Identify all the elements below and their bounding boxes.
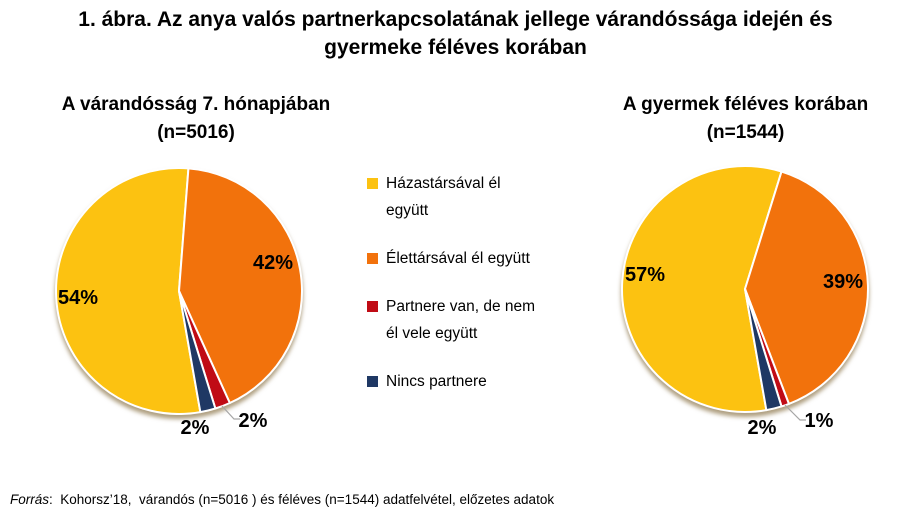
legend-item-married: Házastársával él együtt [367, 170, 557, 224]
legend-swatch-cohabiting [367, 253, 378, 264]
pie-chart-child-6-months: 57% 39% 1% 2% [621, 165, 869, 439]
legend-swatch-partner-not-cohabiting [367, 301, 378, 312]
legend-item-no-partner: Nincs partnere [367, 368, 557, 395]
leader-lines-group [784, 404, 806, 421]
legend-label-cohabiting: Élettársával él együtt [386, 250, 530, 267]
legend-item-partner-not-cohabiting: Partnere van, de nem él vele együtt [367, 293, 557, 347]
source-label: Forrás [10, 492, 50, 507]
source-note: Forrás: Kohorsz’18, várandós (n=5016 ) é… [10, 491, 554, 509]
pie-slice-1 [178, 167, 303, 405]
legend-swatch-no-partner [367, 376, 378, 387]
leader-line [784, 404, 806, 421]
legend-swatch-married [367, 178, 378, 189]
pie-slices-group [55, 166, 303, 415]
right-pie-title: A gyermek féléves korában (n=1544) [580, 91, 911, 147]
slice-labels-group: 54% 42% 2% 2% [58, 252, 293, 439]
right-pie-title-text: A gyermek féléves korában [622, 94, 869, 115]
slice-label-3: 2% [181, 417, 210, 439]
slice-label-3: 2% [748, 417, 777, 439]
right-pie-sample-size: (n=1544) [706, 122, 785, 143]
legend-label-partner-not-cohabiting: Partnere van, de nem él vele együtt [386, 298, 536, 342]
slice-label-1: 42% [253, 252, 293, 274]
slice-label-2: 1% [805, 410, 834, 432]
legend: Házastársával él együtt Élettársával él … [367, 170, 557, 395]
left-pie-title-text: A várandósság 7. hónapjában [61, 94, 331, 115]
left-pie-title: A várandósság 7. hónapjában (n=5016) [15, 91, 377, 147]
slice-labels-group: 57% 39% 1% 2% [625, 264, 863, 439]
pie-chart-pregnancy-7th-month: 54% 42% 2% 2% [55, 166, 303, 439]
figure-title: 1. ábra. Az anya valós partnerkapcsolatá… [78, 8, 833, 59]
slice-label-0: 57% [625, 264, 665, 286]
slice-label-1: 39% [823, 271, 863, 293]
slice-label-0: 54% [58, 287, 98, 309]
pie-slice-3 [744, 288, 783, 412]
slice-label-2: 2% [239, 410, 268, 432]
pie-slice-3 [178, 290, 217, 414]
source-text: : Kohorsz’18, várandós (n=5016 ) és félé… [49, 492, 555, 507]
legend-item-cohabiting: Élettársával él együtt [367, 245, 557, 272]
pie-slice-1 [744, 170, 869, 405]
left-pie-sample-size: (n=5016) [157, 122, 235, 143]
pie-slice-0 [621, 165, 783, 413]
legend-label-married: Házastársával él együtt [386, 175, 501, 219]
leader-line [221, 405, 240, 420]
pie-slice-0 [55, 166, 202, 415]
legend-label-no-partner: Nincs partnere [386, 373, 487, 390]
leader-lines-group [221, 405, 240, 420]
